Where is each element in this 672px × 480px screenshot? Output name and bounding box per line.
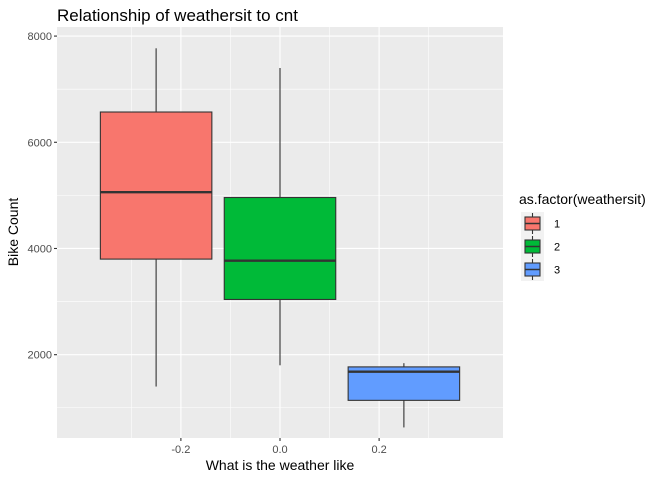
chart-title: Relationship of weathersit to cnt — [57, 6, 298, 25]
x-tick-label: -0.2 — [171, 444, 190, 456]
legend-title: as.factor(weathersit) — [519, 191, 646, 207]
box-group-3 — [347, 363, 461, 428]
y-tick-label: 4000 — [28, 243, 52, 255]
x-tick-label: 0.2 — [371, 444, 386, 456]
x-tick-label: 0.0 — [272, 444, 287, 456]
legend-key-3: 3 — [521, 258, 560, 281]
legend-key-2: 2 — [521, 235, 560, 258]
legend-label-1: 1 — [554, 219, 560, 231]
y-tick-label: 2000 — [28, 350, 52, 362]
y-axis: 2000 4000 6000 8000 — [28, 31, 57, 362]
legend-key-1: 1 — [521, 212, 560, 235]
legend: as.factor(weathersit) 1 2 3 — [519, 191, 646, 281]
x-axis-title: What is the weather like — [206, 457, 355, 473]
boxes — [99, 48, 461, 428]
legend-label-2: 2 — [554, 242, 560, 254]
legend-label-3: 3 — [554, 265, 560, 277]
box-1 — [99, 111, 213, 260]
y-tick-label: 6000 — [28, 137, 52, 149]
y-tick-label: 8000 — [28, 31, 52, 43]
box-group-1 — [99, 48, 213, 387]
box-group-2 — [223, 67, 337, 366]
x-axis: -0.2 0.0 0.2 — [171, 438, 387, 456]
box-2 — [223, 196, 337, 301]
y-axis-title: Bike Count — [5, 198, 21, 267]
